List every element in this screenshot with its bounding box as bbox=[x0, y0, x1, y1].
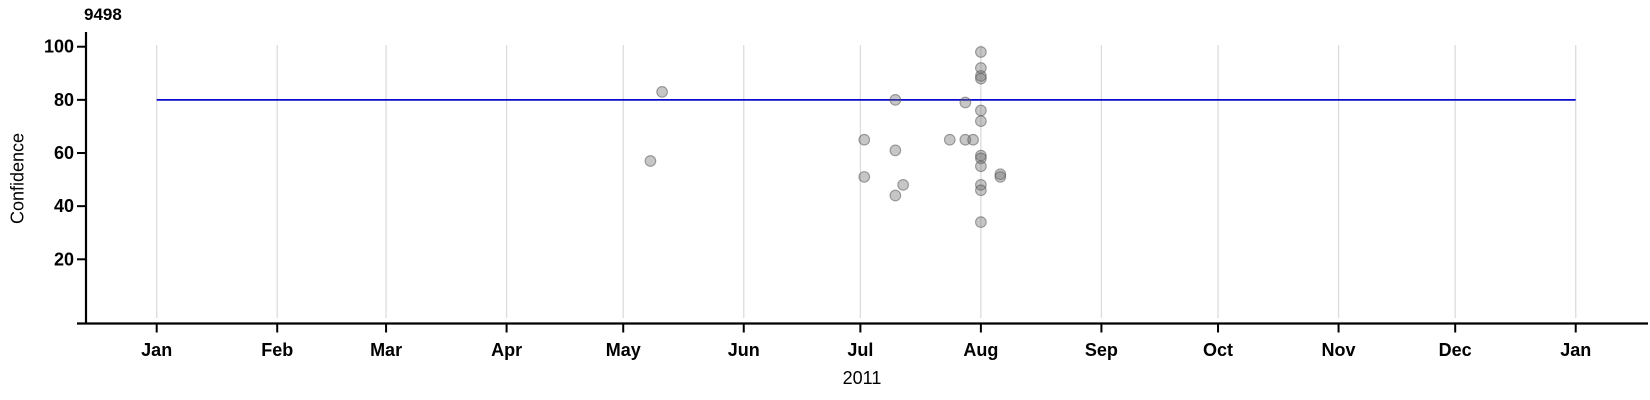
x-tick-label: Oct bbox=[1203, 340, 1233, 360]
data-point bbox=[975, 152, 987, 165]
x-tick-label: Sep bbox=[1085, 340, 1118, 360]
data-point bbox=[858, 133, 871, 146]
data-point bbox=[644, 155, 657, 167]
y-tick-label: 60 bbox=[54, 143, 74, 163]
data-point bbox=[975, 216, 987, 228]
data-point bbox=[975, 115, 987, 127]
x-tick-label: Mar bbox=[370, 340, 402, 360]
y-tick-label: 80 bbox=[54, 90, 74, 110]
data-point bbox=[975, 184, 987, 197]
y-tick-label: 20 bbox=[54, 249, 74, 269]
x-axis-title: 2011 bbox=[842, 368, 882, 388]
data-point bbox=[994, 171, 1007, 183]
data-point bbox=[889, 93, 902, 106]
y-tick-label: 100 bbox=[44, 37, 74, 57]
x-tick-label: Aug bbox=[963, 340, 998, 360]
x-tick-label: Dec bbox=[1439, 340, 1472, 360]
data-point bbox=[959, 96, 972, 109]
data-point bbox=[975, 72, 987, 85]
chart-title: 9498 bbox=[84, 5, 122, 24]
x-tick-label: Nov bbox=[1322, 340, 1356, 360]
data-point bbox=[994, 168, 1007, 181]
data-point bbox=[889, 144, 902, 157]
data-point bbox=[967, 133, 979, 146]
data-point bbox=[975, 160, 987, 173]
y-tick-label: 40 bbox=[54, 196, 74, 216]
x-tick-label: Jul bbox=[847, 340, 873, 360]
data-point bbox=[897, 179, 909, 191]
x-tick-label: Jun bbox=[728, 340, 760, 360]
data-point bbox=[656, 86, 668, 98]
data-point bbox=[858, 171, 871, 183]
data-point bbox=[975, 70, 987, 82]
x-tick-label: Feb bbox=[261, 340, 293, 360]
data-point bbox=[889, 189, 902, 202]
x-tick-label: Jan bbox=[141, 340, 172, 360]
data-point bbox=[975, 46, 987, 58]
data-point bbox=[975, 104, 987, 117]
y-axis-title: Confidence bbox=[7, 132, 28, 225]
x-tick-label: Jan bbox=[1560, 340, 1591, 360]
x-tick-label: Apr bbox=[491, 340, 522, 360]
x-tick-label: May bbox=[606, 340, 641, 360]
data-point bbox=[943, 133, 956, 146]
